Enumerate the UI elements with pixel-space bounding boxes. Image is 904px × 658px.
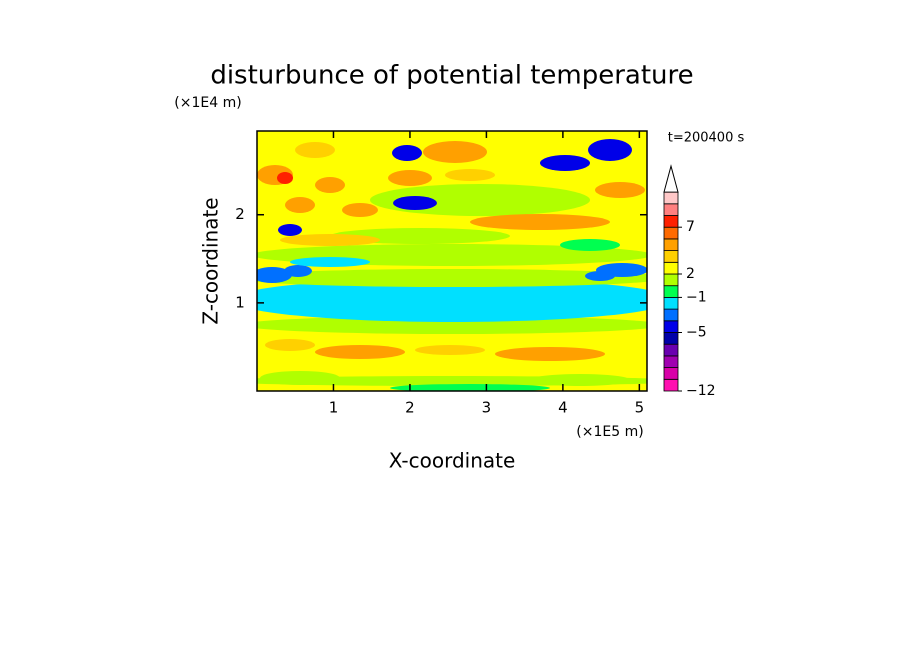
contour-region (257, 267, 292, 283)
contour-region (295, 142, 335, 158)
contour-region (277, 172, 293, 184)
contour-region (342, 203, 378, 217)
colorbar-box (663, 378, 679, 392)
contour-region (257, 316, 647, 334)
contour-region (588, 139, 632, 161)
x-tick-label: 1 (329, 399, 339, 417)
x-tick-label: 4 (558, 399, 568, 417)
colorbar-box (663, 203, 679, 216)
colorbar-box (663, 343, 679, 357)
colorbar-tick-label: −12 (686, 383, 716, 399)
colorbar-box (663, 332, 679, 345)
colorbar-box (663, 250, 679, 263)
contour-region (280, 234, 380, 246)
y-tick-label: 1 (235, 293, 245, 311)
colorbar-extension (663, 164, 679, 193)
colorbar-box (663, 285, 679, 298)
colorbar-box (663, 215, 679, 228)
contour-region (415, 345, 485, 355)
contour-region (390, 384, 550, 391)
colorbar-tick-label: −5 (686, 325, 707, 341)
contour-region (260, 371, 340, 385)
contour-region (470, 214, 610, 230)
x-tick-label: 2 (405, 399, 415, 417)
colorbar-box (663, 308, 679, 322)
colorbar-box (663, 367, 679, 380)
contour-region (540, 155, 590, 171)
contour-region (315, 177, 345, 193)
contour-region (265, 339, 315, 351)
contour-region (495, 347, 605, 361)
colorbar-box (663, 273, 679, 287)
colorbar-box (663, 238, 679, 251)
x-unit: (×1E5 m) (576, 424, 643, 440)
colorbar-box (663, 226, 679, 240)
chart-title: disturbunce of potential temperature (210, 61, 693, 91)
contour-region (393, 196, 437, 210)
contour-region (285, 197, 315, 213)
contour-region (595, 182, 645, 198)
contour-region (257, 269, 647, 287)
colorbar-box (663, 191, 679, 205)
contour-region (445, 169, 495, 181)
annotation: t=200400 s (668, 131, 745, 146)
contour-region (392, 145, 422, 161)
contour-region (560, 239, 620, 251)
colorbar-box (663, 320, 679, 333)
colorbar-box (663, 355, 679, 368)
colorbar-tick-label: 2 (686, 266, 695, 282)
x-tick-label: 5 (635, 399, 645, 417)
y-axis-label: Z-coordinate (199, 197, 223, 324)
contour-region (284, 265, 312, 277)
contour-field (257, 131, 647, 391)
contour-region (423, 141, 487, 163)
y-unit: (×1E4 m) (174, 95, 241, 111)
contour-region (278, 224, 302, 236)
colorbar-tick-label: 7 (686, 219, 695, 235)
contour-region (290, 257, 370, 267)
colorbar-box (663, 261, 679, 275)
x-axis-label: X-coordinate (389, 449, 516, 473)
colorbar-tick-label: −1 (686, 289, 707, 305)
contour-region (530, 374, 630, 386)
x-tick-label: 3 (482, 399, 492, 417)
y-tick-label: 2 (235, 205, 245, 223)
contour-region (257, 278, 647, 322)
contour-region (315, 345, 405, 359)
contour-region (388, 170, 432, 186)
plot-frame (256, 130, 648, 392)
colorbar-box (663, 296, 679, 310)
contour-region (585, 271, 615, 281)
